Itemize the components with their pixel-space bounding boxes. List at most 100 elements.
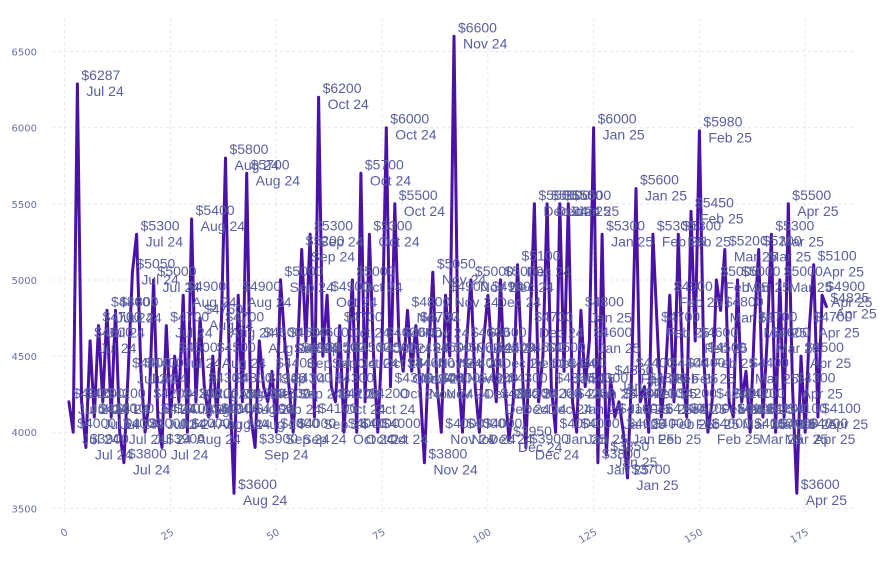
- data-label-month: Jul 24: [133, 462, 171, 478]
- data-label-value: $5300: [775, 217, 814, 233]
- data-label-month: Jul 24: [108, 325, 146, 341]
- data-label-month: Aug 24: [260, 416, 305, 432]
- data-label-month: Oct 24: [336, 294, 377, 310]
- data-label-month: Aug 24: [251, 401, 296, 417]
- data-label-value: $6000: [598, 111, 637, 127]
- data-label-value: $4700: [344, 309, 383, 325]
- data-label-month: Aug 24: [209, 317, 254, 333]
- data-label-value: $4200: [716, 385, 755, 401]
- data-label-month: Jul 24: [82, 431, 120, 447]
- data-label-month: Apr 25: [802, 386, 843, 402]
- data-label-month: Sep 24: [302, 431, 347, 447]
- data-label-value: $5500: [564, 187, 603, 203]
- data-label-month: Dec 24: [531, 355, 576, 371]
- data-label-month: Aug 24: [201, 218, 246, 234]
- data-label-month: Nov 24: [438, 355, 483, 371]
- data-label-month: Nov 24: [476, 340, 521, 356]
- data-label-month: Jul 24: [175, 325, 213, 341]
- data-label-month: Jul 24: [150, 370, 188, 386]
- data-label-value: $4600: [94, 324, 133, 340]
- data-label-month: Feb 25: [683, 401, 727, 417]
- data-label-value: $3900: [530, 430, 569, 446]
- data-label-month: Oct 24: [357, 355, 398, 371]
- data-label-value: $4200: [746, 385, 785, 401]
- data-label-month: Oct 24: [408, 340, 449, 356]
- data-label-value: $4000: [581, 415, 620, 431]
- data-label-month: Jul 24: [137, 370, 175, 386]
- data-label-value: $4100: [767, 400, 806, 416]
- data-label-value: $4200: [644, 385, 683, 401]
- data-label-month: Sep 24: [323, 416, 368, 432]
- data-label-month: Nov 24: [471, 431, 516, 447]
- x-tick-label: 100: [471, 527, 493, 546]
- data-label-month: Apr 25: [814, 431, 855, 447]
- data-label-value: $4900: [492, 278, 531, 294]
- data-label-value: $4350: [615, 362, 654, 378]
- data-label-month: Feb 25: [721, 401, 765, 417]
- data-label-month: Jan 25: [573, 370, 615, 386]
- data-label-month: Sep 24: [290, 279, 335, 295]
- data-label-month: Aug 24: [268, 340, 313, 356]
- data-label-value: $5000: [505, 263, 544, 279]
- data-label-value: $4600: [593, 324, 632, 340]
- data-label-month: Jul 24: [141, 271, 179, 287]
- data-label-month: Jan 25: [624, 416, 666, 432]
- data-label-value: $4700: [225, 309, 264, 325]
- data-label-month: Oct 24: [395, 127, 436, 143]
- data-label-month: Mar 25: [751, 401, 795, 417]
- data-label-value: $4600: [310, 324, 349, 340]
- data-label-value: $4400: [416, 354, 455, 370]
- data-label-value: $4300: [395, 370, 434, 386]
- data-label-month: Dec 24: [548, 401, 593, 417]
- data-label-value: $4100: [255, 400, 294, 416]
- data-label-month: Oct 24: [374, 401, 415, 417]
- data-label-month: Apr 25: [797, 203, 838, 219]
- data-label-month: Sep 24: [306, 355, 351, 371]
- data-label-value: $4300: [441, 370, 480, 386]
- data-label-value: $4800: [411, 293, 450, 309]
- data-label-value: $5600: [640, 172, 679, 188]
- data-label-value: $5000: [285, 263, 324, 279]
- data-label-month: Feb 25: [713, 355, 757, 371]
